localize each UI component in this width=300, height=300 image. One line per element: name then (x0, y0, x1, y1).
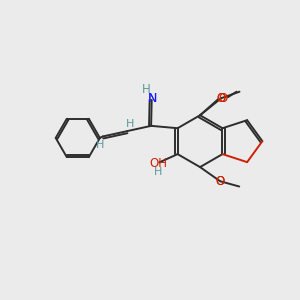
Text: N: N (148, 92, 157, 105)
Text: H: H (154, 167, 163, 177)
Text: O: O (215, 175, 225, 188)
Text: OH: OH (149, 157, 167, 170)
Text: H: H (96, 140, 105, 150)
Text: O: O (215, 175, 225, 188)
Text: H: H (142, 83, 151, 96)
Text: O: O (219, 92, 228, 105)
Text: O: O (217, 92, 226, 105)
Text: O: O (217, 92, 226, 105)
Text: H: H (126, 119, 135, 129)
Text: N: N (148, 92, 157, 105)
